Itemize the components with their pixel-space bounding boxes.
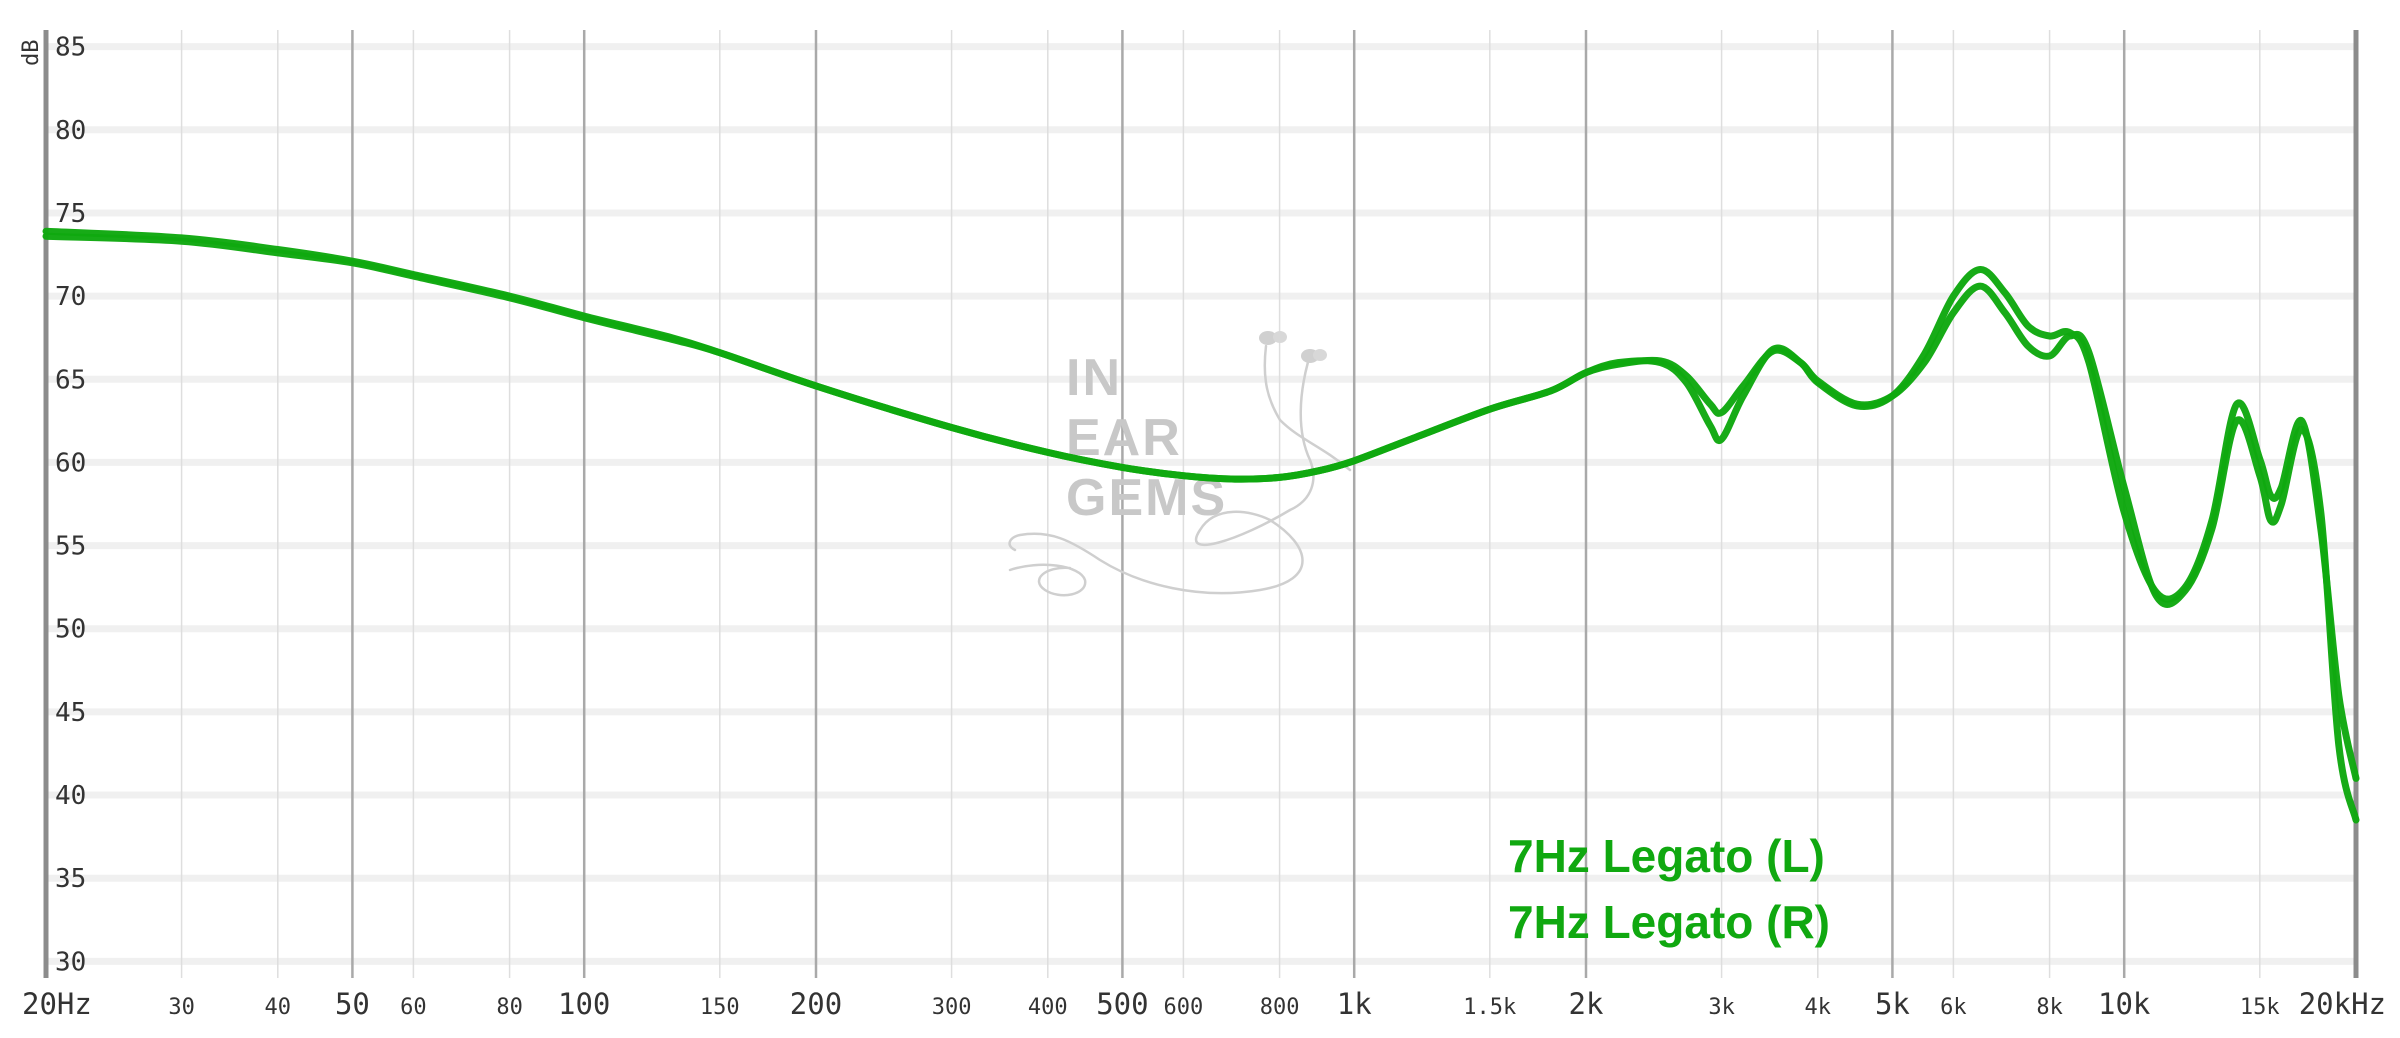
y-axis-unit-label: dB [19, 40, 44, 67]
y-tick-label-75: 75 [55, 199, 86, 229]
x-tick-label-40: 40 [265, 995, 292, 1020]
x-tick-label-20Hz: 20Hz [22, 987, 92, 1021]
x-tick-label-4k: 4k [1805, 995, 1832, 1020]
y-tick-label-80: 80 [55, 116, 86, 146]
legend-entry-right: 7Hz Legato (R) [1508, 896, 1830, 948]
x-tick-label-150: 150 [700, 995, 740, 1020]
x-tick-label-1k: 1k [1337, 987, 1372, 1021]
y-tick-label-50: 50 [55, 615, 86, 645]
legend-entry-left: 7Hz Legato (L) [1508, 830, 1825, 882]
x-tick-label-800: 800 [1260, 995, 1300, 1020]
x-tick-label-2k: 2k [1569, 987, 1604, 1021]
x-tick-label-6k: 6k [1940, 995, 1967, 1020]
axes: 30 35 40 45 50 55 60 65 70 75 80 85 20Hz 30 40 50 60 80 10… [22, 33, 2386, 1021]
y-tick-label-40: 40 [55, 781, 86, 811]
series-lines [42, 227, 2360, 824]
x-tick-label-200: 200 [790, 987, 842, 1021]
x-tick-label-1.5k: 1.5k [1463, 995, 1516, 1020]
y-tick-label-55: 55 [55, 532, 86, 562]
x-tick-label-8k: 8k [2036, 995, 2063, 1020]
x-tick-label-30: 30 [168, 995, 195, 1020]
x-tick-label-600: 600 [1164, 995, 1204, 1020]
watermark-logo: IN EAR GEMS [1008, 331, 1352, 597]
x-tick-label-3k: 3k [1708, 995, 1735, 1020]
y-tick-label-45: 45 [55, 698, 86, 728]
y-tick-label-30: 30 [55, 947, 86, 977]
x-tick-label-50: 50 [335, 987, 370, 1021]
x-tick-label-300: 300 [932, 995, 972, 1020]
x-tick-label-60: 60 [400, 995, 427, 1020]
x-tick-label-80: 80 [496, 995, 523, 1020]
y-tick-label-35: 35 [55, 864, 86, 894]
x-tick-label-15k: 15k [2240, 995, 2280, 1020]
x-tick-label-500: 500 [1096, 987, 1148, 1021]
x-tick-label-400: 400 [1028, 995, 1068, 1020]
x-tick-label-100: 100 [558, 987, 610, 1021]
legend: 7Hz Legato (L) 7Hz Legato (R) [1508, 830, 1830, 948]
series-line-right [42, 232, 2360, 824]
y-tick-label-85: 85 [55, 33, 86, 63]
y-tick-label-60: 60 [55, 448, 86, 478]
y-tick-label-70: 70 [55, 282, 86, 312]
x-tick-label-20kHz: 20kHz [2299, 987, 2386, 1021]
earphones-icon [1008, 331, 1352, 597]
x-tick-label-5k: 5k [1875, 987, 1910, 1021]
y-tick-label-65: 65 [55, 365, 86, 395]
x-tick-label-10k: 10k [2098, 987, 2151, 1021]
watermark-text-line-1: IN [1066, 349, 1122, 407]
